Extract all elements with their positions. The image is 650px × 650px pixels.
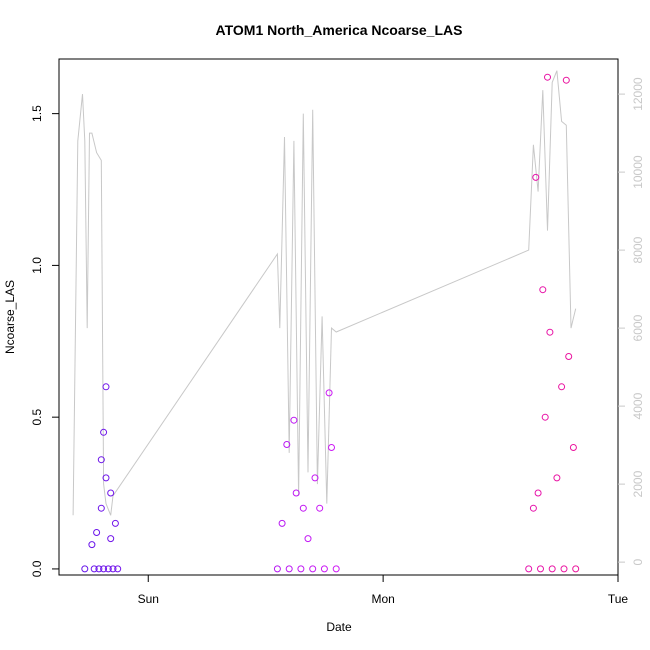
y-tick-label: 0.5 [30,409,44,426]
data-point [114,565,122,573]
data-point [309,565,317,573]
data-point [304,535,312,543]
data-point [562,76,570,84]
data-point [544,73,551,81]
data-point [558,383,566,391]
chart-axes: Sun Mon Tue 0.0 0.5 1.0 1.5 0 2000 4000 6000 8000 10… [30,77,645,606]
y-tick-label: 1.5 [30,105,44,122]
data-point [285,565,293,573]
data-point [283,441,291,448]
data-point [111,519,119,527]
y-tick-label: 1.0 [30,257,44,274]
x-tick-label: Tue [608,592,629,606]
chart-title: ATOM1 North_America Ncoarse_LAS [216,22,463,38]
data-point [553,474,561,482]
data-point [325,389,333,397]
data-point [311,474,319,482]
data-point [292,489,300,497]
data-point [97,504,105,512]
data-point [93,529,101,536]
data-point [328,444,335,451]
data-point [565,353,573,360]
data-point [537,565,544,573]
data-point [273,565,281,573]
data-point [548,565,556,573]
y2-tick-label: 8000 [631,236,645,263]
data-point [316,504,324,512]
right-axis-series-line [72,70,577,516]
data-point [332,565,340,573]
data-point [104,565,112,573]
plot-frame [58,58,619,576]
y2-tick-label: 4000 [631,392,645,419]
y-tick-label: 0.0 [30,560,44,577]
data-point [539,286,547,294]
data-point [541,413,549,421]
data-point [102,474,110,482]
data-point [102,383,110,391]
data-point [320,565,328,573]
x-tick-label: Mon [371,592,394,606]
chart-marks [72,70,580,573]
data-point [299,504,307,512]
x-axis-label: Date [326,620,352,634]
y2-tick-label: 2000 [631,470,645,497]
data-point [560,565,568,573]
data-point [569,444,577,451]
x-tick-label: Sun [138,592,159,606]
data-point [100,565,108,573]
data-point [532,173,540,181]
data-point [81,565,89,573]
data-point [100,428,108,436]
y2-tick-label: 12000 [631,77,645,111]
data-point [90,565,98,573]
y2-tick-label: 10000 [631,155,645,189]
data-point [529,504,537,512]
data-point [546,328,554,336]
y2-tick-label: 0 [631,558,645,565]
data-point [107,489,115,497]
data-point [97,456,105,464]
data-point [278,519,286,527]
data-point [525,565,533,573]
data-point [572,565,580,573]
data-point [297,565,305,573]
data-point [534,489,542,497]
data-point [95,565,103,573]
data-point [109,565,117,573]
data-point [88,541,96,549]
y-axis-label: Ncoarse_LAS [3,280,17,354]
data-point [290,416,298,424]
data-point [107,535,115,543]
y2-tick-label: 6000 [631,314,645,341]
